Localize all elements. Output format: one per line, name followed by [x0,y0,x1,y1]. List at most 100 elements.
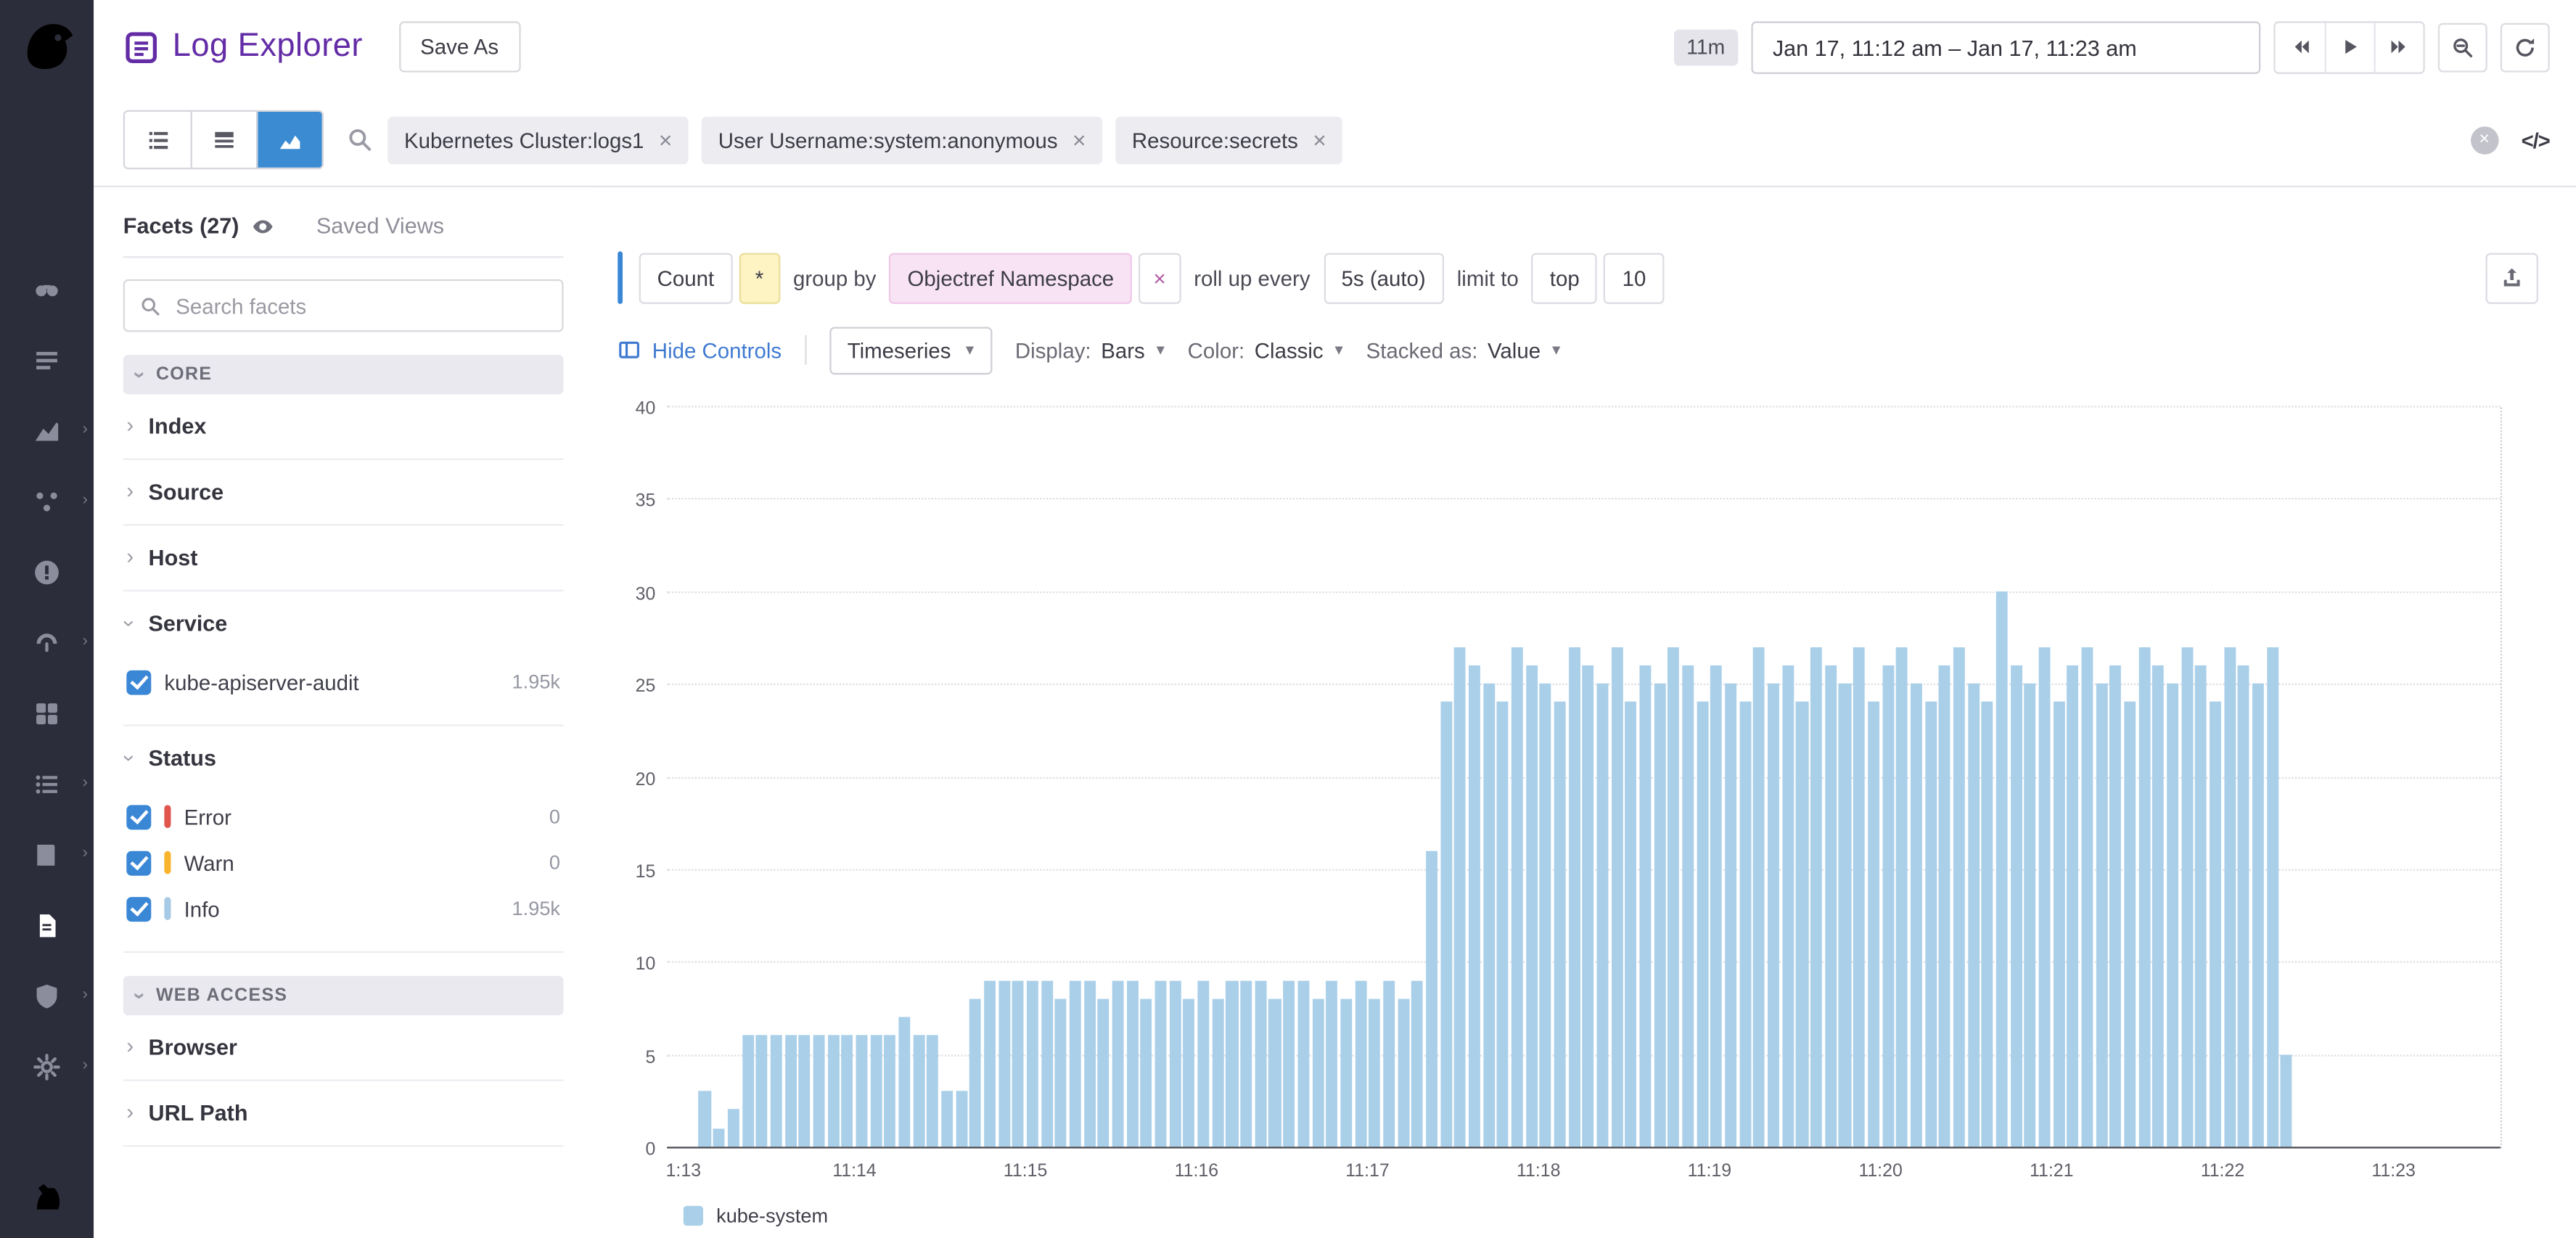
chart-bar[interactable] [1340,999,1353,1147]
chart-bar[interactable] [1668,647,1680,1147]
chart-bar[interactable] [1369,999,1381,1147]
checkbox-checked[interactable] [126,804,152,829]
facet-value-row[interactable]: Info 1.95k [126,885,560,931]
chart-bar[interactable] [1739,702,1751,1147]
chart-bar[interactable] [1141,999,1153,1147]
display-select[interactable]: Bars ▾ [1101,337,1165,362]
chart-bar[interactable] [1454,647,1467,1147]
chart-bar[interactable] [1981,702,1993,1147]
chart-bar[interactable] [1184,999,1196,1147]
chart-bar[interactable] [1525,665,1538,1147]
chart-bar[interactable] [1710,665,1723,1147]
chart-bar[interactable] [1896,647,1908,1147]
chart-bar[interactable] [1568,647,1580,1147]
nav-item-settings[interactable]: › [25,1045,88,1088]
chart-bar[interactable] [1796,702,1808,1147]
facet-row-index[interactable]: › Index [123,394,564,460]
chart-bar[interactable] [2210,702,2222,1147]
facet-value-row[interactable]: kube-apiserver-audit 1.95k [126,659,560,705]
play-button[interactable] [2324,22,2374,72]
chart-bar[interactable] [1268,999,1281,1147]
chart-bar[interactable] [1853,647,1866,1147]
chart-bar[interactable] [2195,665,2207,1147]
nav-item-error-tracking[interactable] [25,550,68,593]
remove-group-by-button[interactable]: × [1139,252,1181,303]
chart-bar[interactable] [1311,999,1324,1147]
facet-row-status[interactable]: › Status [118,726,564,790]
zoom-out-button[interactable] [2437,22,2487,72]
facet-value-row[interactable]: Error 0 [126,794,560,840]
chart-bar[interactable] [2038,647,2051,1147]
chart-bar[interactable] [1098,999,1110,1147]
chart-bar[interactable] [1083,980,1096,1147]
chart-bar[interactable] [798,1036,811,1147]
chart-bar[interactable] [1810,647,1823,1147]
chart-bar[interactable] [2238,665,2250,1147]
facet-row-url-path[interactable]: › URL Path [123,1081,564,1147]
skip-forward-button[interactable] [2374,22,2424,72]
chart-bar[interactable] [1027,980,1038,1147]
chart-bar[interactable] [1326,980,1338,1147]
chart-bar[interactable] [1867,702,1879,1147]
chart-bar[interactable] [856,1036,868,1147]
chart-bar[interactable] [813,1036,825,1147]
chart-bar[interactable] [912,1036,924,1147]
chart-bar[interactable] [1781,665,1794,1147]
facet-row-host[interactable]: › Host [123,525,564,592]
group-by-value[interactable]: Objectref Namespace [889,252,1133,303]
patterns-view-button[interactable] [190,111,257,168]
chart-bar[interactable] [713,1128,725,1147]
chart-bar[interactable] [1924,702,1937,1147]
chart-bar[interactable] [1824,665,1837,1147]
chart-bar[interactable] [2281,1054,2293,1147]
nav-item-metrics[interactable]: › [25,409,88,452]
chart-bar[interactable] [955,1091,967,1147]
chart-bar[interactable] [1226,980,1238,1147]
rollup-select[interactable]: 5s (auto) [1323,252,1444,303]
chart-bar[interactable] [1625,702,1637,1147]
chart-bar[interactable] [1283,980,1295,1147]
nav-item-apm[interactable]: › [25,480,88,522]
nav-item-dashboards[interactable] [25,692,68,734]
chart-plot[interactable]: 1:13 11:14 11:15 11:16 11:17 11:18 11:19 11:20 1… [666,406,2503,1181]
chart-bar[interactable] [1995,591,2008,1147]
chart-bar[interactable] [1540,684,1552,1147]
search-filter-pill[interactable]: User Username:system:anonymous × [702,115,1103,164]
chart-bar[interactable] [1240,980,1252,1147]
chart-bar[interactable] [898,1017,911,1147]
limit-value-select[interactable]: 10 [1604,252,1665,303]
limit-mode-select[interactable]: top [1531,252,1598,303]
chart-bar[interactable] [941,1091,953,1147]
measure-field-select[interactable]: * [739,252,780,303]
chart-bar[interactable] [1411,980,1424,1147]
chart-bar[interactable] [2053,702,2065,1147]
stacked-select[interactable]: Value ▾ [1488,337,1560,362]
chart-bar[interactable] [727,1110,739,1147]
nav-item-security[interactable]: › [25,975,88,1017]
remove-filter-icon[interactable]: × [1313,126,1326,153]
chart-bar[interactable] [1611,647,1623,1147]
chart-bar[interactable] [1511,647,1523,1147]
chart-bar[interactable] [841,1036,853,1147]
chart-bar[interactable] [1967,684,1980,1147]
chart-bar[interactable] [2010,665,2022,1147]
remove-filter-icon[interactable]: × [1072,126,1086,153]
chart-bar[interactable] [1468,665,1480,1147]
checkbox-checked[interactable] [126,669,152,694]
chart-bar[interactable] [1753,647,1765,1147]
raw-query-toggle[interactable]: </> [2521,127,2551,152]
checkbox-checked[interactable] [126,850,152,875]
chart-bar[interactable] [884,1036,896,1147]
chart-bar[interactable] [1425,850,1437,1147]
chart-bar[interactable] [2138,647,2150,1147]
chart-bar[interactable] [1397,999,1409,1147]
nav-item-notebooks[interactable]: › [25,833,88,876]
save-as-button[interactable]: Save As [398,21,520,73]
chart-bar[interactable] [1910,684,1922,1147]
chart-bar[interactable] [770,1036,782,1147]
chart-bar[interactable] [927,1036,939,1147]
chart-bar[interactable] [2167,684,2179,1147]
chart-bar[interactable] [2067,665,2079,1147]
chart-bar[interactable] [1725,684,1737,1147]
facet-section-header[interactable]: › CORE [123,355,564,395]
